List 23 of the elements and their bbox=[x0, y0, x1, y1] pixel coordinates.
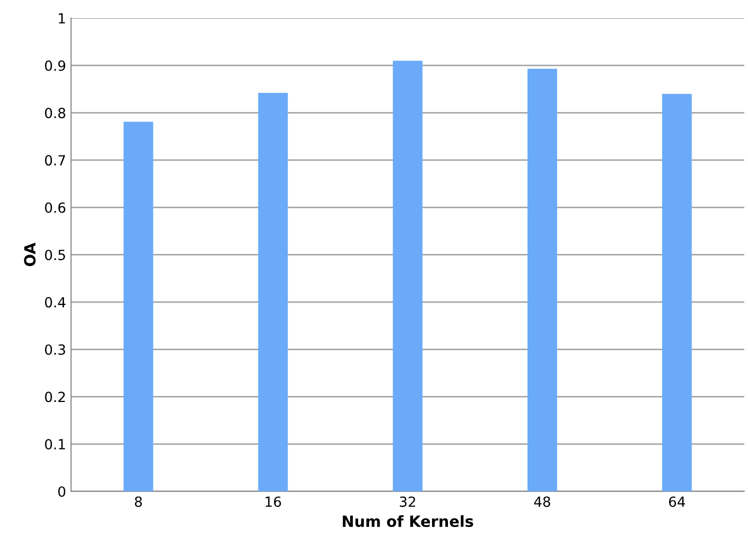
y-tick-label: 0.8 bbox=[45, 108, 66, 118]
y-tick-label: 0.1 bbox=[45, 439, 65, 450]
bar bbox=[527, 68, 558, 492]
y-tick-label: 0.6 bbox=[45, 202, 66, 213]
y-tick-label: 0.5 bbox=[45, 250, 65, 260]
y-axis-title: OA bbox=[24, 242, 36, 266]
bar bbox=[258, 92, 288, 492]
x-tick-label: 8 bbox=[134, 496, 142, 507]
y-tick-label: 0.4 bbox=[45, 297, 66, 308]
x-tick-label: 32 bbox=[400, 496, 416, 507]
y-tick-label: 0.7 bbox=[45, 155, 66, 166]
x-tick-label: 48 bbox=[534, 496, 550, 507]
bar bbox=[662, 94, 692, 492]
bar bbox=[124, 122, 154, 492]
y-tick-label: 0.9 bbox=[45, 60, 66, 71]
bar bbox=[392, 60, 422, 492]
x-axis-title: Num of Kernels bbox=[342, 515, 474, 528]
y-tick-label: 1 bbox=[58, 13, 65, 24]
x-tick-label: 16 bbox=[266, 496, 281, 507]
y-tick-label: 0 bbox=[58, 486, 66, 497]
x-tick-label: 64 bbox=[669, 496, 685, 507]
y-tick-label: 0.3 bbox=[45, 344, 66, 355]
y-tick-label: 0.2 bbox=[45, 392, 65, 402]
